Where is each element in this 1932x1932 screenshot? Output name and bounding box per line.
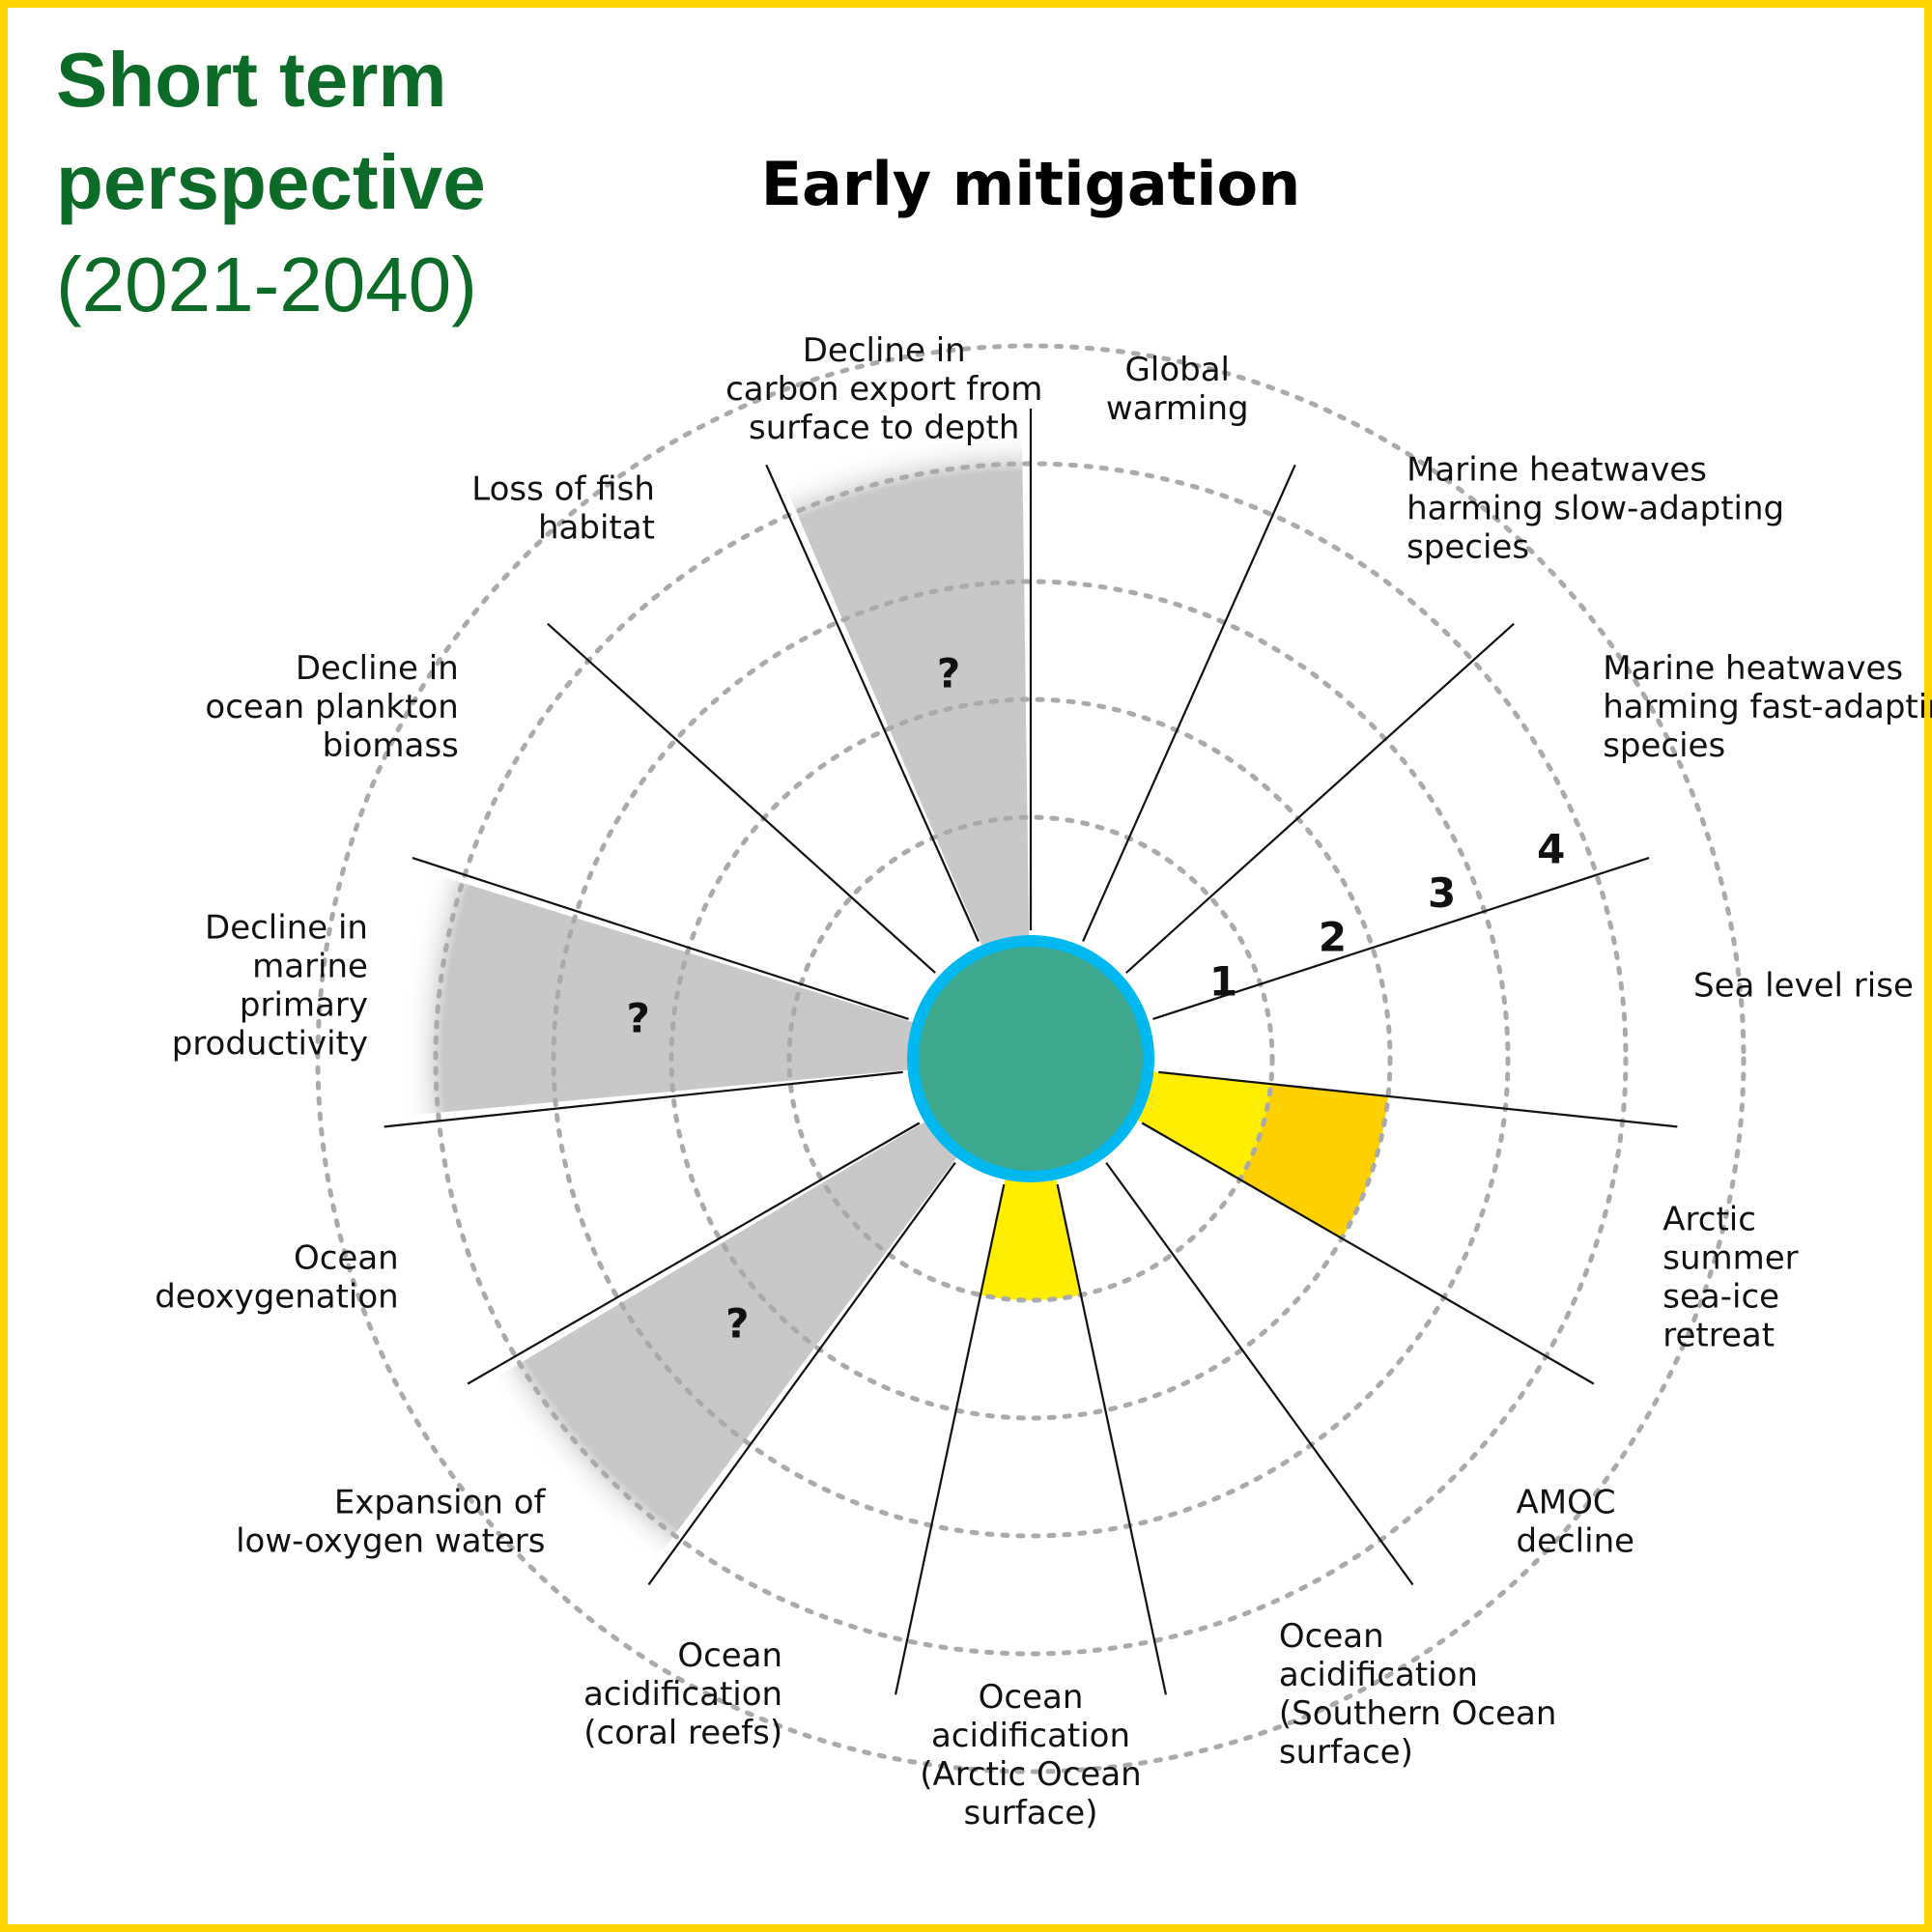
risk-wedge-level-1 bbox=[980, 1179, 1081, 1300]
sector-label-line: acidification bbox=[1279, 1656, 1478, 1694]
sector-divider bbox=[467, 1122, 921, 1385]
sector-label-line: deoxygenation bbox=[155, 1278, 399, 1317]
sector-label-line: Global bbox=[1125, 351, 1230, 389]
perspective-heading: Short term perspective (2021-2040) bbox=[56, 29, 486, 336]
sector-label-line: surface) bbox=[964, 1794, 1098, 1833]
sector-label-line: Marine heatwaves bbox=[1406, 450, 1707, 489]
uncertain-wedge bbox=[393, 1122, 957, 1653]
sector-dividers bbox=[384, 409, 1678, 1695]
sector-divider bbox=[1152, 856, 1650, 1020]
sector-divider bbox=[1105, 1161, 1414, 1586]
sector-label-line: warming bbox=[1106, 389, 1249, 428]
sector-label-line: species bbox=[1603, 726, 1725, 765]
sector-label-line: Decline in bbox=[296, 649, 459, 688]
sector-label-9: Expansion of low-oxygen waters bbox=[236, 1483, 546, 1560]
grid-ring bbox=[668, 696, 1393, 1421]
sector-divider bbox=[1056, 1183, 1168, 1695]
sector-label-12: Decline in ocean plankton biomass bbox=[205, 649, 458, 765]
sector-divider bbox=[1158, 1070, 1678, 1128]
chart-title: Early mitigation bbox=[761, 149, 1301, 219]
ring-label-3: 3 bbox=[1428, 869, 1456, 917]
sector-label-line: Decline in bbox=[205, 909, 368, 948]
sector-label-0: Global warming bbox=[1106, 351, 1249, 428]
sector-label-line: Ocean bbox=[677, 1636, 782, 1675]
sector-label-line: Expansion of bbox=[334, 1483, 547, 1521]
sector-label-line: acidification bbox=[583, 1675, 782, 1714]
ring-label-4: 4 bbox=[1537, 825, 1565, 872]
sector-label-line: Arctic bbox=[1662, 1201, 1756, 1239]
sector-label-14: Decline in carbon export from surface to d… bbox=[725, 331, 1042, 447]
sector-label-line: marine bbox=[252, 948, 368, 986]
sector-label-line: Loss of fish bbox=[471, 469, 655, 508]
ring-label-2: 2 bbox=[1319, 914, 1347, 961]
sector-label-line: habitat bbox=[538, 508, 655, 547]
sector-label-line: (Arctic Ocean bbox=[920, 1755, 1141, 1794]
sector-label-line: harming fast-adapting bbox=[1603, 688, 1932, 726]
risk-wedge-level-1 bbox=[1137, 1071, 1271, 1179]
sector-label-line: acidification bbox=[931, 1717, 1130, 1755]
sector-label-10: Ocean deoxygenation bbox=[155, 1239, 399, 1317]
sector-divider bbox=[765, 464, 980, 942]
uncertain-marker: ? bbox=[937, 649, 960, 696]
sector-label-line: AMOC bbox=[1516, 1483, 1615, 1521]
sector-label-line: low-oxygen waters bbox=[236, 1521, 545, 1560]
sector-divider bbox=[412, 856, 909, 1020]
uncertain-marker: ? bbox=[626, 994, 649, 1041]
sector-label-4: Arctic summer sea-ice retreat bbox=[1662, 1201, 1798, 1355]
sector-label-7: Ocean acidification (Arctic Ocean surface) bbox=[920, 1678, 1141, 1833]
sector-label-line: surface to depth bbox=[749, 409, 1019, 447]
sector-label-5: AMOC decline bbox=[1516, 1483, 1634, 1560]
sector-label-13: Loss of fish habitat bbox=[471, 469, 655, 547]
heading-line-1: Short term bbox=[56, 37, 447, 123]
sector-divider bbox=[894, 1183, 1006, 1695]
sector-label-line: biomass bbox=[323, 726, 459, 765]
sector-divider bbox=[647, 1161, 956, 1586]
sector-divider bbox=[1125, 622, 1515, 974]
sector-wedges: ??? bbox=[289, 317, 1388, 1653]
sector-label-line: harming slow-adapting bbox=[1406, 489, 1784, 527]
ring-value-labels: 1 2 3 4 bbox=[1209, 825, 1566, 1005]
uncertain-wedge bbox=[738, 317, 1030, 946]
center-disc bbox=[907, 935, 1154, 1182]
grid-ring bbox=[786, 814, 1275, 1303]
sector-label-line: retreat bbox=[1662, 1317, 1775, 1355]
sector-label-line: (Southern Ocean bbox=[1279, 1694, 1557, 1733]
sector-label-line: summer bbox=[1662, 1239, 1798, 1278]
sector-label-line: species bbox=[1406, 527, 1529, 566]
sector-divider bbox=[1141, 1122, 1595, 1385]
grid-ring bbox=[315, 343, 1747, 1775]
sector-label-11: Decline in marine primary productivity bbox=[172, 909, 368, 1064]
sector-label-line: (coral reefs) bbox=[583, 1714, 782, 1752]
sector-label-6: Ocean acidification (Southern Ocean surface… bbox=[1279, 1617, 1557, 1772]
sector-label-line: productivity bbox=[172, 1025, 368, 1064]
grid-ring bbox=[551, 579, 1511, 1539]
sector-label-1: Marine heatwaves harming slow-adapting spe… bbox=[1406, 450, 1784, 566]
uncertain-wedge bbox=[289, 838, 913, 1126]
sector-divider bbox=[384, 1070, 903, 1128]
sector-label-line: Ocean bbox=[294, 1239, 399, 1278]
ring-label-1: 1 bbox=[1209, 957, 1237, 1005]
sector-label-line: Ocean bbox=[1279, 1617, 1384, 1656]
sector-label-line: Ocean bbox=[979, 1678, 1084, 1717]
sector-label-line: carbon export from bbox=[725, 370, 1042, 409]
sector-label-line: ocean plankton bbox=[205, 688, 458, 726]
heading-line-2: perspective bbox=[56, 139, 486, 225]
sector-label-8: Ocean acidification (coral reefs) bbox=[583, 1636, 782, 1752]
heading-period: (2021-2040) bbox=[56, 242, 477, 327]
sector-label-line: Sea level rise bbox=[1693, 967, 1914, 1006]
sector-label-line: surface) bbox=[1279, 1733, 1413, 1772]
sector-label-3: Sea level rise bbox=[1693, 967, 1914, 1006]
center-fill bbox=[919, 947, 1143, 1171]
uncertain-marker: ? bbox=[725, 1299, 749, 1347]
sector-divider bbox=[1082, 464, 1296, 942]
sector-label-line: Marine heatwaves bbox=[1603, 649, 1903, 688]
sector-label-line: sea-ice bbox=[1662, 1278, 1779, 1317]
sector-label-line: primary bbox=[240, 986, 368, 1025]
sector-label-line: decline bbox=[1516, 1521, 1634, 1560]
sector-divider bbox=[547, 622, 936, 974]
sector-label-line: Decline in bbox=[803, 331, 966, 370]
